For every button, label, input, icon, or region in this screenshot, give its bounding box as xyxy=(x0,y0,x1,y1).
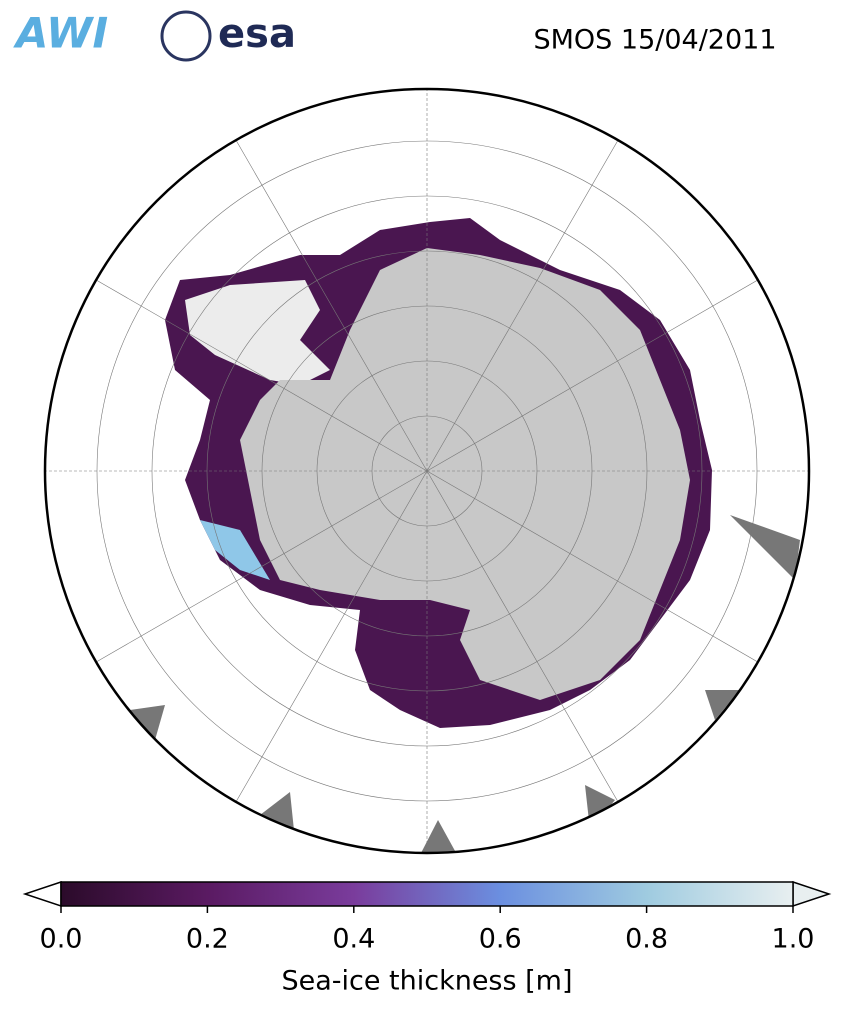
meridian xyxy=(226,124,428,472)
thick-ice-edge xyxy=(200,520,270,580)
meridian xyxy=(80,470,428,672)
meridian xyxy=(226,470,428,818)
colorbar-tick-label: 0.8 xyxy=(625,924,668,955)
meridian xyxy=(80,270,428,472)
colorbar-tick-label: 0.0 xyxy=(40,924,83,955)
map xyxy=(45,89,809,853)
colorbar-under xyxy=(22,880,62,908)
colorbar-ramp xyxy=(60,881,794,907)
map-frame xyxy=(43,87,811,855)
antarctica xyxy=(240,248,690,700)
thick-ice-weddell xyxy=(185,280,330,385)
meridian xyxy=(426,470,774,672)
meridian xyxy=(426,270,774,472)
colorbar: 0.0 0.2 0.4 0.6 0.8 1.0 xyxy=(22,880,832,955)
map-title: SMOS 15/04/2011 xyxy=(533,25,776,56)
esa-logo-mark xyxy=(160,10,212,62)
esa-logo: esa xyxy=(218,11,296,57)
colorbar-tick-label: 0.6 xyxy=(479,924,522,955)
colorbar-label: Sea-ice thickness [m] xyxy=(281,966,572,997)
colorbar-tick-label: 0.4 xyxy=(332,924,375,955)
colorbar-tick-label: 0.2 xyxy=(186,924,229,955)
meridian xyxy=(426,124,628,472)
land xyxy=(130,515,800,853)
colorbar-over xyxy=(792,880,832,908)
colorbar-tick-label: 1.0 xyxy=(772,924,815,955)
graticule xyxy=(45,89,809,853)
awi-logo: AWI xyxy=(13,9,108,58)
meridian xyxy=(426,470,628,818)
